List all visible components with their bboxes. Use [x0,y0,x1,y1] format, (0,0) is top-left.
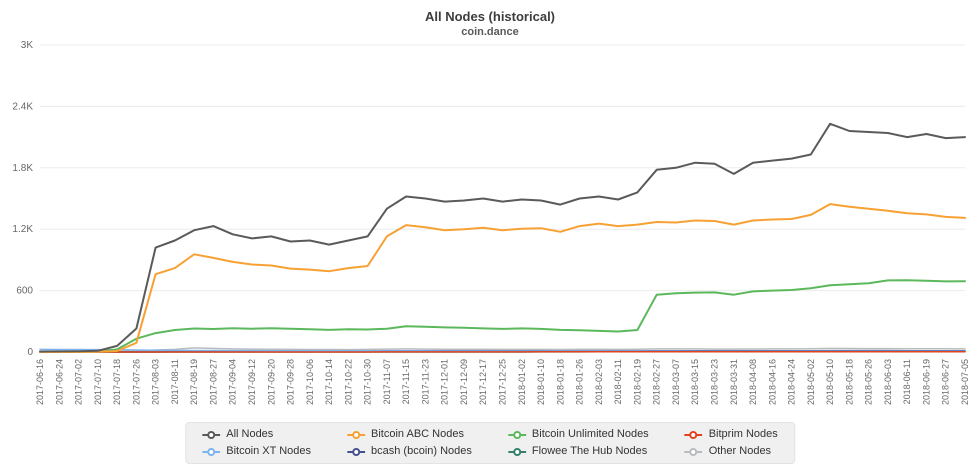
legend-label: Other Nodes [708,445,772,457]
legend-item-bitcoin-unlimited-nodes[interactable]: Bitcoin Unlimited Nodes [507,427,649,442]
chart-plot-area: 0 600 1.2K 1.8K 2.4K 3K 2017-06-16 2017-06-24 20… [12,40,970,405]
x-axis-label: 2017-07-18 [112,359,122,405]
x-axis-label: 2017-09-20 [266,359,276,405]
x-axis-label: 2017-07-02 [74,359,84,405]
y-axis-label: 2.4K [12,101,33,112]
x-axis-label: 2017-08-19 [189,359,199,405]
y-axis-label: 1.2K [12,224,33,235]
legend-label: All Nodes [226,428,274,440]
legend-marker-icon [347,430,366,439]
legend-marker-icon [507,447,526,456]
y-axis-label: 0 [27,347,33,358]
x-axis-label: 2017-06-24 [54,359,64,405]
legend-item-flowee-the-hub-nodes[interactable]: Flowee The Hub Nodes [507,444,649,459]
x-axis-label: 2017-12-17 [478,359,488,405]
legend-label: Bitcoin ABC Nodes [371,428,464,440]
x-axis-label: 2018-05-18 [844,359,854,405]
legend-label: bcash (bcoin) Nodes [371,445,472,457]
chart-title: All Nodes (historical) [424,9,556,24]
x-axis-label: 2018-04-16 [767,359,777,405]
x-axis-label: 2018-02-19 [632,359,642,405]
x-axis-label: 2017-09-28 [286,359,296,405]
y-axis-label: 1.8K [12,163,33,174]
legend-item-bitprim-nodes[interactable]: Bitprim Nodes [684,427,778,442]
x-axis-label: 2018-01-18 [555,359,565,405]
chart-subtitle: coin.dance [461,26,519,38]
legend-item-bitcoin-xt-nodes[interactable]: Bitcoin XT Nodes [202,444,311,459]
legend-marker-icon [202,430,221,439]
x-axis-label: 2018-05-26 [864,359,874,405]
x-axis-label: 2018-06-19 [921,359,931,405]
x-axis-label: 2017-09-04 [228,359,238,405]
x-axis-label: 2017-10-30 [363,359,373,405]
x-axis-label: 2017-09-12 [247,359,257,405]
series-line-all-nodes [39,122,966,353]
x-axis-label: 2017-08-27 [208,359,218,405]
x-axis-label: 2017-12-09 [459,359,469,405]
y-axis-label: 600 [16,286,33,297]
x-axis-label: 2018-06-27 [941,359,951,405]
x-axis-label: 2017-12-01 [440,359,450,405]
x-axis-label: 2017-11-07 [382,359,392,404]
legend-marker-icon [684,447,703,456]
legend-label: Bitprim Nodes [708,428,778,440]
x-axis-label: 2018-01-26 [575,359,585,405]
x-axis-label: 2018-04-24 [787,359,797,405]
x-axis-label: 2017-08-03 [151,359,161,405]
legend-marker-icon [684,430,703,439]
legend-item-other-nodes[interactable]: Other Nodes [684,444,778,459]
legend-item-bitcoin-abc-nodes[interactable]: Bitcoin ABC Nodes [347,427,472,442]
x-axis-label: 2018-05-10 [825,359,835,405]
x-axis-label: 2018-05-02 [806,359,816,405]
x-axis-label: 2017-11-23 [420,359,430,404]
x-axis-label: 2018-04-08 [748,359,758,405]
x-axis-label: 2018-03-15 [690,359,700,405]
x-axis-label: 2017-10-06 [305,359,315,405]
x-axis-label: 2017-07-26 [131,359,141,405]
series-line-other-nodes [39,347,966,353]
x-axis-label: 2018-03-07 [671,359,681,405]
x-axis-label: 2017-07-10 [93,359,103,405]
x-axis-label: 2018-02-03 [594,359,604,405]
legend-label: Bitcoin XT Nodes [226,445,312,457]
legend-item-all-nodes[interactable]: All Nodes [202,427,311,442]
y-axis-label: 3K [21,40,34,51]
legend-label: Bitcoin Unlimited Nodes [531,428,649,440]
x-axis-label: 2017-11-15 [401,359,411,404]
legend-marker-icon [202,447,221,456]
x-axis-label: 2018-03-23 [709,359,719,405]
series-line-bitcoin-unlimited-nodes [39,279,966,353]
legend-marker-icon [507,430,526,439]
x-axis-label: 2018-02-11 [613,359,623,404]
x-axis-label: 2017-10-22 [343,359,353,405]
legend-item-bcash-bcoin-nodes[interactable]: bcash (bcoin) Nodes [347,444,472,459]
legend-marker-icon [347,447,366,456]
x-axis-label: 2018-01-02 [517,359,527,405]
x-axis-label: 2017-10-14 [324,359,334,405]
legend-label: Flowee The Hub Nodes [531,445,648,457]
x-axis-label: 2018-02-27 [652,359,662,405]
x-axis-label: 2018-06-03 [883,359,893,405]
chart-legend: All Nodes Bitcoin ABC Nodes Bitcoin Unlimi… [185,422,795,464]
x-axis-label: 2017-08-11 [170,359,180,404]
x-axis-label: 2018-03-31 [729,359,739,405]
x-axis-label: 2017-06-16 [35,359,45,405]
x-axis-label: 2018-06-11 [902,359,912,404]
x-axis-label: 2018-01-10 [536,359,546,405]
series-line-bitcoin-abc-nodes [39,203,966,353]
x-axis-label: 2017-12-25 [498,359,508,405]
x-axis-label: 2018-07-05 [960,359,970,405]
